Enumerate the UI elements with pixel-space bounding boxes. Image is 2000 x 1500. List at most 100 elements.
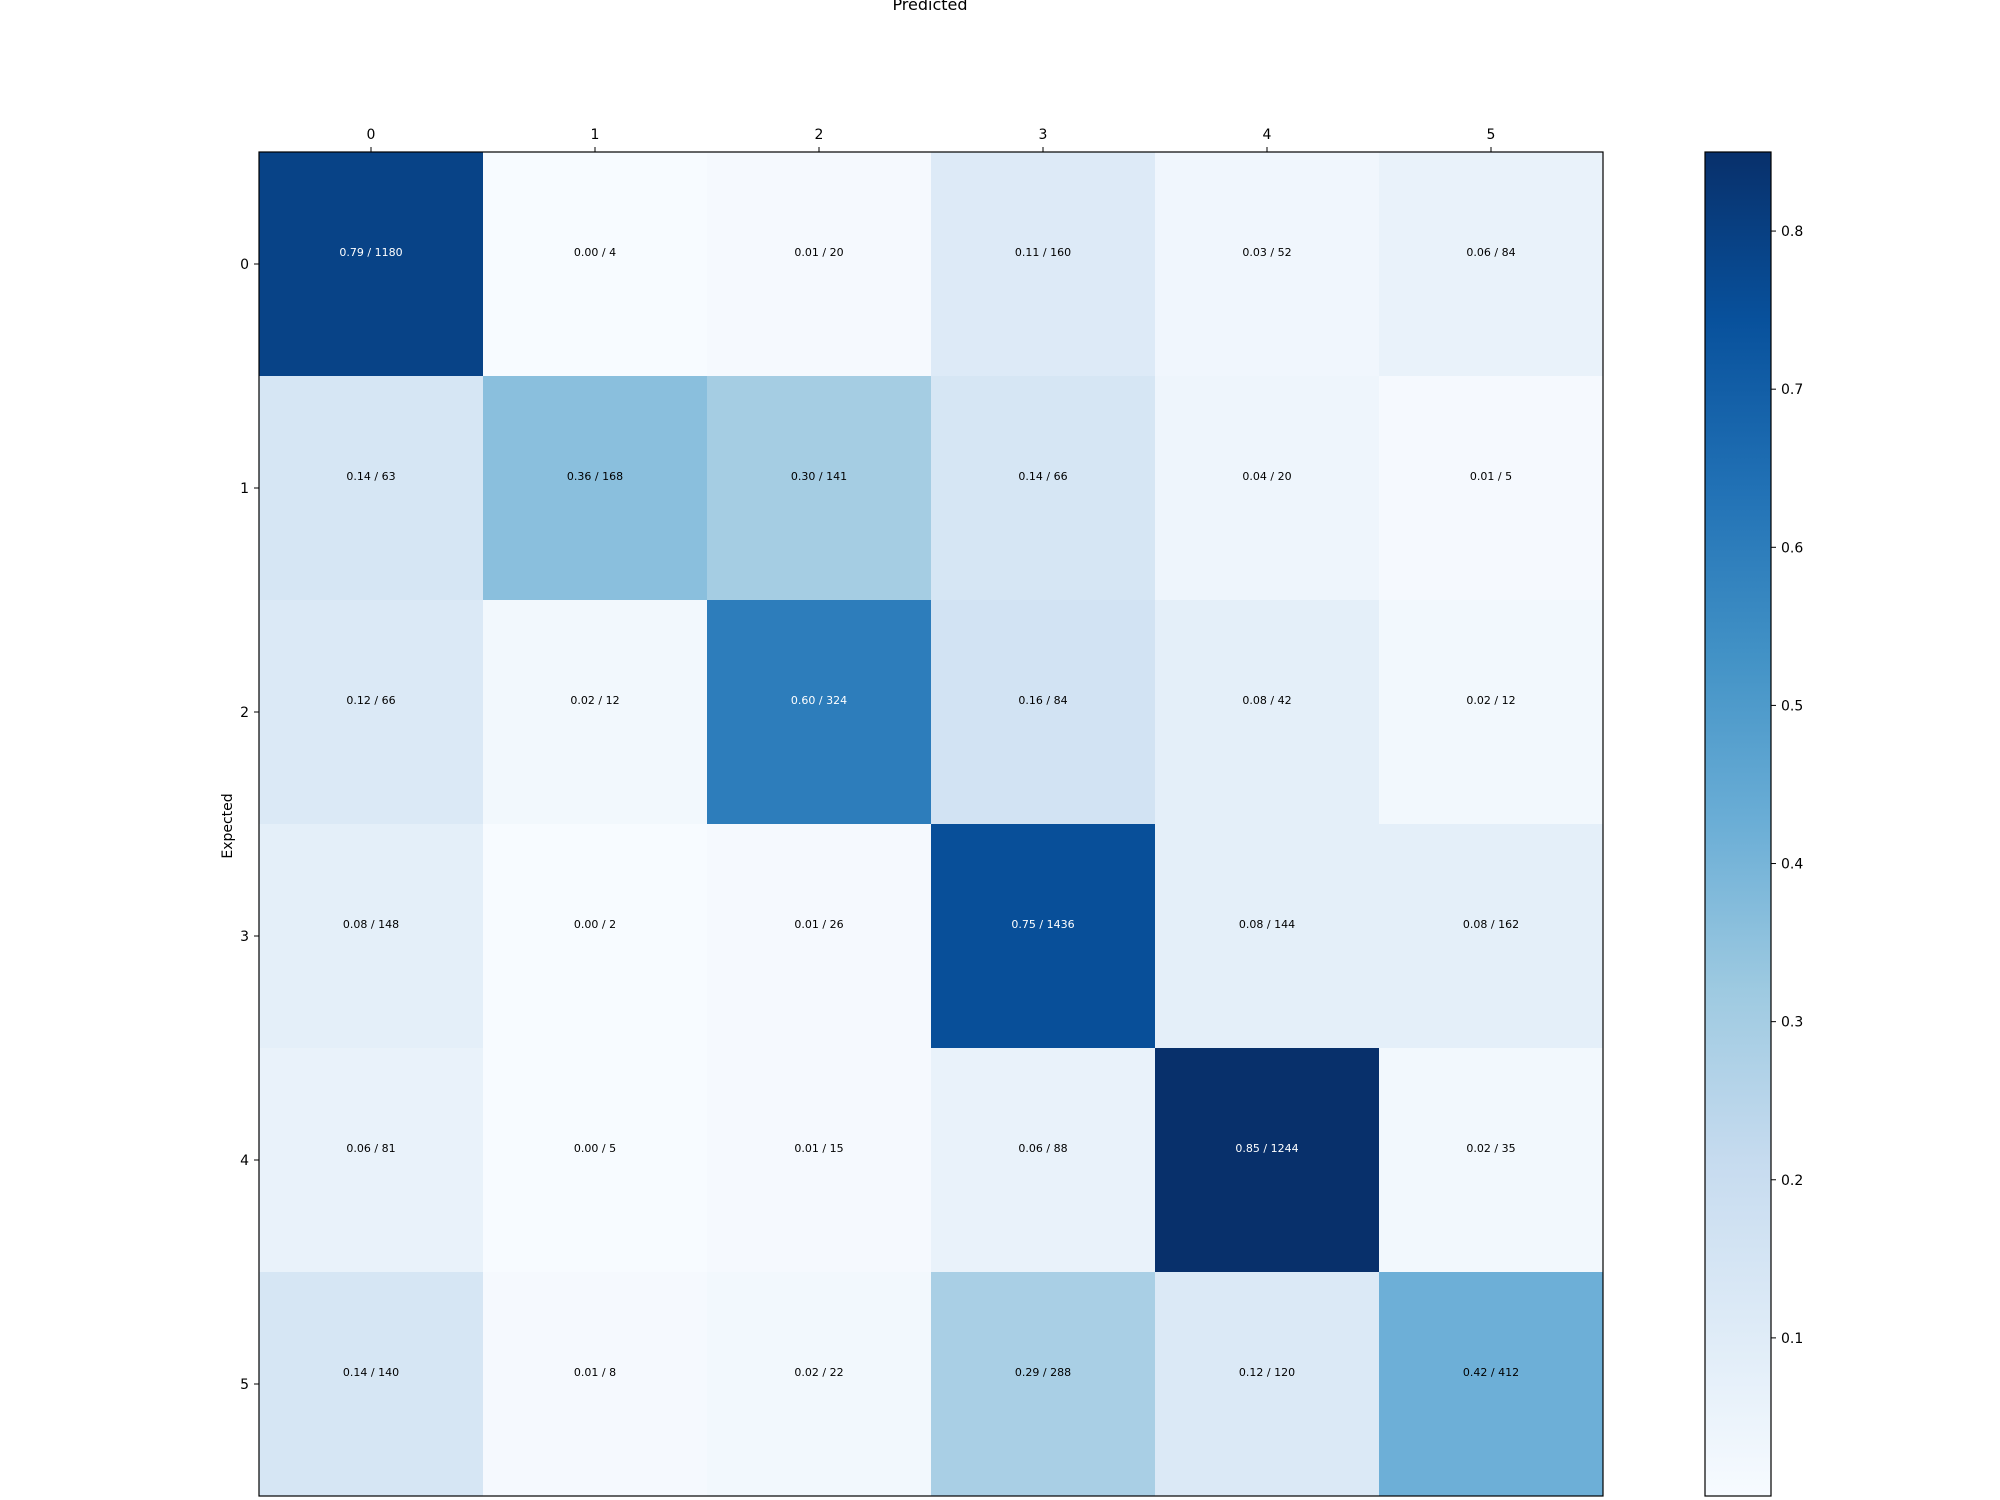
cell-label-r4-c2: 0.01 / 15 [794,1142,843,1155]
heatmap-cell-r2-c5 [1379,600,1604,825]
y-tick-label-2: 2 [240,705,249,721]
heatmap-cell-r4-c1 [483,1048,708,1273]
colorbar-tick-label-0: 0.1 [1781,1331,1803,1347]
heatmap-cell-r3-c3 [931,824,1156,1049]
colorbar [1704,151,1772,1497]
heatmap-cell-r5-c3 [931,1272,1156,1497]
heatmap-frame [258,151,1604,1497]
y-tick-label-4: 4 [240,1153,249,1169]
colorbar-tick-label-1: 0.2 [1781,1173,1803,1189]
cell-label-r2-c5: 0.02 / 12 [1466,694,1515,707]
cell-label-r0-c0: 0.79 / 1180 [339,246,402,259]
cell-label-r0-c3: 0.11 / 160 [1015,246,1071,259]
colorbar-tick-label-3: 0.4 [1781,857,1803,873]
cell-label-r1-c3: 0.14 / 66 [1018,470,1067,483]
cell-label-r1-c4: 0.04 / 20 [1242,470,1291,483]
cell-label-r3-c2: 0.01 / 26 [794,918,843,931]
colorbar-ticks: 0.1 0.2 0.3 0.4 0.5 0.6 0.7 0.8 [1771,224,1803,1347]
cell-label-r1-c5: 0.01 / 5 [1470,470,1512,483]
heatmap-cell-r4-c4 [1155,1048,1380,1273]
y-axis-label: Expected [220,793,236,858]
cell-label-r5-c4: 0.12 / 120 [1239,1366,1295,1379]
heatmap-cell-r2-c3 [931,600,1156,825]
cell-label-r0-c1: 0.00 / 4 [574,246,616,259]
y-tick-label-3: 3 [240,929,249,945]
heatmap-cell-r5-c5 [1379,1272,1604,1497]
cell-label-r5-c0: 0.14 / 140 [343,1366,399,1379]
heatmap-cell-r2-c0 [259,600,484,825]
heatmap-cell-r1-c3 [931,376,1156,601]
chart-title: Predicted [892,0,967,14]
heatmap-cell-r5-c4 [1155,1272,1380,1497]
x-tick-label-3: 3 [1039,127,1048,143]
heatmap-cell-r0-c4 [1155,152,1380,377]
heatmap-cell-r3-c4 [1155,824,1380,1049]
cell-label-r1-c0: 0.14 / 63 [346,470,395,483]
cell-label-r2-c3: 0.16 / 84 [1018,694,1067,707]
colorbar-tick-label-5: 0.6 [1781,540,1803,556]
heatmap-cell-r0-c5 [1379,152,1604,377]
heatmap-cell-r4-c5 [1379,1048,1604,1273]
cell-label-r3-c1: 0.00 / 2 [574,918,616,931]
cell-label-r0-c2: 0.01 / 20 [794,246,843,259]
cell-label-r4-c5: 0.02 / 35 [1466,1142,1515,1155]
cell-label-r0-c5: 0.06 / 84 [1466,246,1515,259]
y-axis-ticks: 0 1 2 3 4 5 [240,257,259,1393]
heatmap-cell-r5-c2 [707,1272,932,1497]
heatmap-cell-r0-c1 [483,152,708,377]
heatmap-cell-r5-c1 [483,1272,708,1497]
heatmap-cell-r2-c4 [1155,600,1380,825]
x-tick-label-4: 4 [1263,127,1272,143]
cell-label-r4-c3: 0.06 / 88 [1018,1142,1067,1155]
x-tick-label-5: 5 [1487,127,1496,143]
x-tick-label-2: 2 [815,127,824,143]
x-tick-label-0: 0 [367,127,376,143]
cell-label-r3-c3: 0.75 / 1436 [1011,918,1074,931]
cell-label-r1-c2: 0.30 / 141 [791,470,847,483]
x-tick-label-1: 1 [591,127,600,143]
colorbar-tick-label-4: 0.5 [1781,698,1803,714]
cell-label-r5-c1: 0.01 / 8 [574,1366,616,1379]
cell-label-r5-c2: 0.02 / 22 [794,1366,843,1379]
heatmap-cell-r4-c3 [931,1048,1156,1273]
heatmap-cell-r1-c4 [1155,376,1380,601]
heatmap-cell-r0-c2 [707,152,932,377]
cell-label-r5-c5: 0.42 / 412 [1463,1366,1519,1379]
heatmap-cells [259,152,1604,1497]
cell-label-r2-c0: 0.12 / 66 [346,694,395,707]
heatmap-cell-r2-c1 [483,600,708,825]
heatmap-cell-r0-c3 [931,152,1156,377]
heatmap-cell-r3-c0 [259,824,484,1049]
cell-label-r4-c1: 0.00 / 5 [574,1142,616,1155]
heatmap-cell-r4-c0 [259,1048,484,1273]
heatmap-cell-r3-c2 [707,824,932,1049]
y-tick-label-5: 5 [240,1377,249,1393]
colorbar-tick-label-7: 0.8 [1781,224,1803,240]
y-tick-label-0: 0 [240,257,249,273]
cell-label-r5-c3: 0.29 / 288 [1015,1366,1071,1379]
cell-label-r4-c0: 0.06 / 81 [346,1142,395,1155]
cell-label-r3-c4: 0.08 / 144 [1239,918,1295,931]
heatmap-cell-r3-c1 [483,824,708,1049]
cell-label-r0-c4: 0.03 / 52 [1242,246,1291,259]
y-tick-label-1: 1 [240,481,249,497]
cell-label-r3-c0: 0.08 / 148 [343,918,399,931]
heatmap-cell-r1-c0 [259,376,484,601]
heatmap-cell-r0-c0 [259,152,484,377]
cell-label-r2-c2: 0.60 / 324 [791,694,847,707]
cell-label-r3-c5: 0.08 / 162 [1463,918,1519,931]
heatmap-cell-r2-c2 [707,600,932,825]
heatmap-cell-r4-c2 [707,1048,932,1273]
cell-label-r1-c1: 0.36 / 168 [567,470,623,483]
x-axis-ticks: 0 1 2 3 4 5 [367,127,1496,152]
cell-label-r4-c4: 0.85 / 1244 [1235,1142,1298,1155]
colorbar-tick-label-6: 0.7 [1781,382,1803,398]
cell-label-r2-c4: 0.08 / 42 [1242,694,1291,707]
colorbar-tick-label-2: 0.3 [1781,1015,1803,1031]
heatmap-cell-r1-c1 [483,376,708,601]
heatmap-cell-r1-c2 [707,376,932,601]
heatmap-cell-labels: 0.79 / 1180 0.00 / 4 0.01 / 20 0.11 / 160 0.… [339,246,1519,1379]
cell-label-r2-c1: 0.02 / 12 [570,694,619,707]
heatmap-cell-r3-c5 [1379,824,1604,1049]
